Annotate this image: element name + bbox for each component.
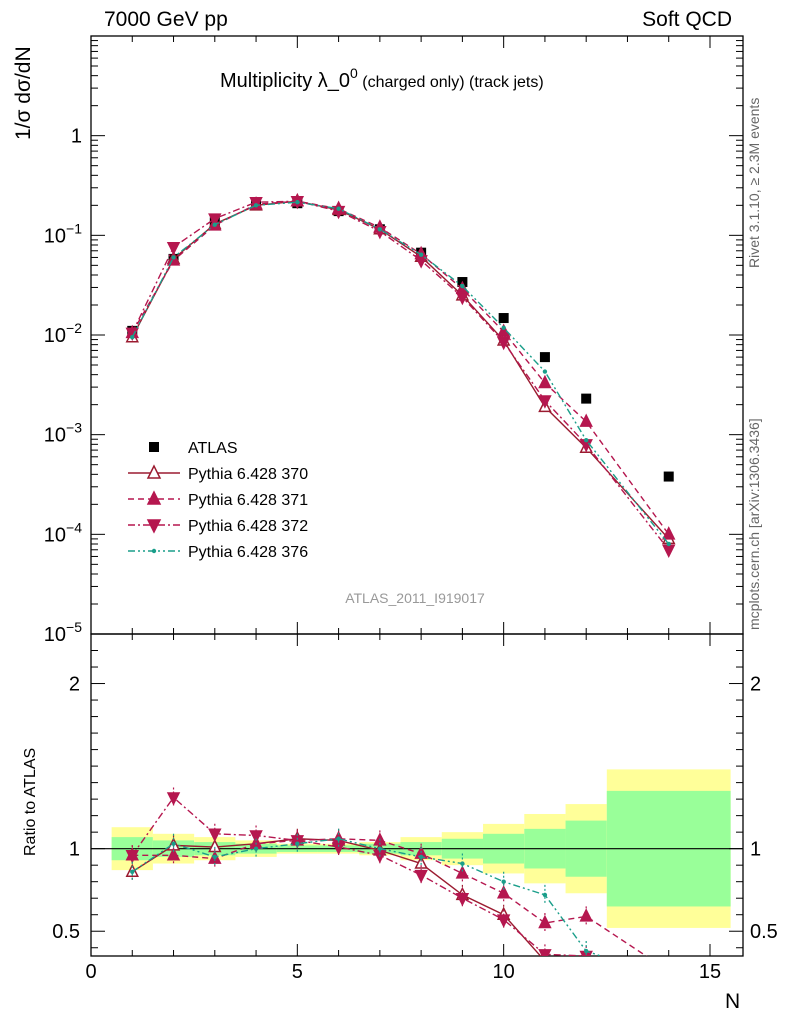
- data-point: [166, 241, 181, 256]
- legend-label: Pythia 6.428 370: [188, 466, 308, 483]
- legend-entry: Pythia 6.428 371: [128, 490, 308, 509]
- x-tick-label: 5: [292, 961, 303, 983]
- ratio-data-point: [455, 865, 470, 879]
- ratio-data-point: [125, 850, 139, 864]
- data-point: [538, 374, 552, 389]
- x-axis-label: N: [725, 990, 741, 1013]
- y-tick-label: 10−2: [44, 320, 82, 347]
- ratio-y-tick-label-right: 1: [750, 839, 761, 861]
- y-tick-label: 10−1: [44, 220, 82, 247]
- ratio-data-point: [336, 836, 341, 841]
- data-point: [253, 203, 259, 208]
- ratio-data-point: [414, 855, 428, 869]
- ratio-data-point: [171, 841, 176, 846]
- analysis-watermark: ATLAS_2011_I919017: [345, 590, 485, 606]
- legend-label: Pythia 6.428 376: [188, 544, 308, 561]
- ratio-data-point: [460, 861, 465, 866]
- data-point: [583, 437, 589, 443]
- series-line: [131, 200, 670, 535]
- ratio-y-tick-label: 2: [69, 674, 80, 696]
- ratio-data-point: [455, 892, 470, 907]
- ratio-data-point: [249, 830, 263, 844]
- ratio-data-point: [538, 949, 552, 956]
- data-point: [666, 541, 671, 547]
- ratio-data-point: [581, 958, 592, 969]
- data-point: [662, 526, 676, 540]
- legend-marker: [146, 490, 162, 505]
- y-tick-label: 10−5: [44, 619, 82, 646]
- data-point: [130, 335, 135, 340]
- ratio-data-point: [583, 948, 589, 954]
- ratio-data-point: [414, 869, 428, 884]
- ratio-data-point: [253, 846, 259, 851]
- y-tick-label: 10−4: [44, 519, 82, 546]
- legend-label: Pythia 6.428 371: [188, 492, 308, 509]
- ratio-data-point: [212, 854, 217, 860]
- ratio-series-pythia-6-428-376: [130, 828, 603, 956]
- series-line: [131, 200, 670, 540]
- x-tick-label: 10: [493, 961, 515, 983]
- data-point: [336, 206, 341, 211]
- ratio-data-point: [208, 828, 222, 842]
- data-point: [498, 313, 509, 324]
- chart-title: Multiplicity λ_00 (charged only) (track …: [220, 65, 544, 92]
- y-tick-label: 10−3: [44, 420, 82, 447]
- ratio-data-point: [166, 847, 181, 861]
- data-point: [579, 413, 593, 427]
- ratio-data-point: [538, 914, 552, 929]
- legend-marker: [146, 464, 162, 479]
- ratio-data-point: [501, 879, 506, 884]
- data-point: [581, 393, 592, 404]
- legend-label: ATLAS: [188, 440, 238, 457]
- x-tick-label: 15: [699, 961, 721, 983]
- data-point: [542, 369, 548, 374]
- ratio-data-point: [542, 892, 548, 898]
- header-energy-label: 7000 GeV pp: [104, 8, 228, 31]
- ratio-data-point: [496, 885, 511, 899]
- header-category-label: Soft QCD: [642, 8, 732, 31]
- data-point: [539, 352, 550, 363]
- data-point: [212, 222, 217, 227]
- ratio-y-tick-label-right: 0.5: [750, 921, 778, 943]
- legend-entry: Pythia 6.428 370: [128, 464, 308, 483]
- data-point: [418, 252, 424, 257]
- ratio-data-point: [496, 914, 511, 928]
- legend-marker: [151, 548, 157, 554]
- series-pythia-6-428-371: [125, 193, 676, 540]
- ratio-y-tick-label: 0.5: [52, 921, 80, 943]
- data-point: [460, 283, 465, 289]
- data-point: [373, 225, 387, 240]
- data-point: [663, 471, 674, 482]
- data-point: [496, 336, 511, 351]
- data-point: [295, 200, 300, 205]
- series-pythia-6-428-376: [130, 200, 671, 547]
- data-point: [662, 544, 676, 558]
- data-point: [208, 213, 222, 227]
- data-point: [171, 255, 176, 260]
- ratio-data-point: [418, 854, 424, 860]
- legend-marker: [149, 442, 159, 452]
- ratio-data-point: [166, 792, 181, 806]
- ratio-data-point: [295, 841, 300, 846]
- ratio-data-point: [130, 869, 135, 874]
- ratio-y-tick-label: 1: [69, 839, 80, 861]
- data-point: [377, 227, 383, 232]
- ratio-y-tick-label-right: 2: [750, 674, 761, 696]
- data-point: [455, 291, 470, 306]
- legend-label: Pythia 6.428 372: [188, 518, 308, 535]
- x-tick-label: 0: [85, 961, 96, 983]
- ratio-data-point: [290, 835, 305, 849]
- data-point: [538, 395, 552, 409]
- legend-marker: [146, 519, 162, 534]
- ratio-plot-frame: [90, 633, 744, 957]
- ratio-data-point: [377, 846, 383, 851]
- ratio-data-point: [579, 908, 593, 922]
- legend-entry: ATLAS: [149, 440, 238, 457]
- y-tick-label: 1: [71, 126, 82, 148]
- legend-entry: Pythia 6.428 372: [128, 518, 308, 535]
- legend-entry: Pythia 6.428 376: [128, 544, 308, 561]
- data-point: [501, 325, 506, 331]
